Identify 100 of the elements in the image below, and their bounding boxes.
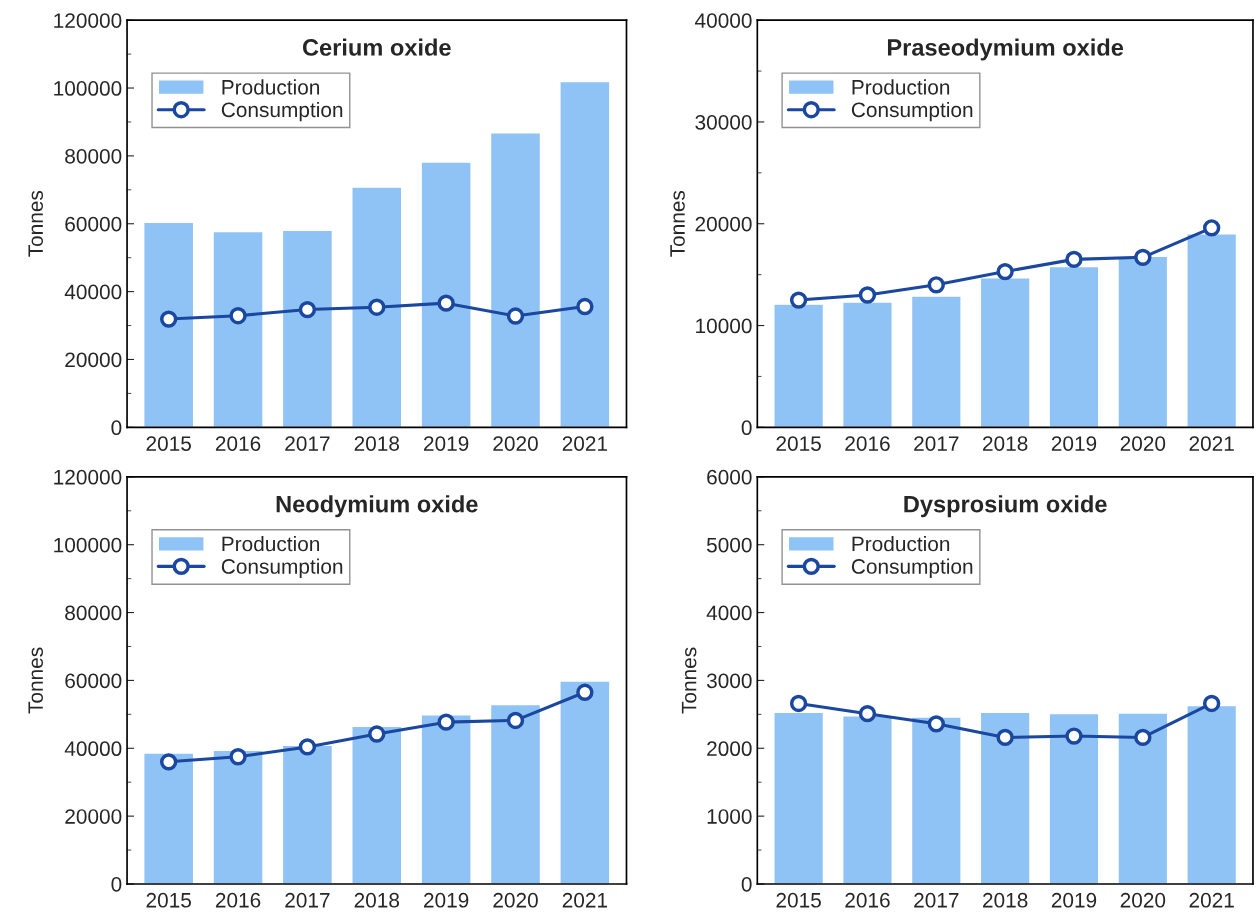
x-tick-label: 2016 (215, 892, 261, 908)
y-axis-title: Tonnes (670, 190, 685, 257)
legend-label: Consumption (851, 101, 973, 122)
bar (489, 132, 542, 428)
point (229, 748, 247, 766)
bar (351, 725, 403, 884)
x-tick-label: 2017 (285, 436, 330, 451)
y-tick-label: 0 (111, 420, 122, 436)
point (996, 728, 1014, 747)
point (159, 310, 178, 328)
x-tick-label: 2021 (1189, 892, 1234, 908)
x-tick-label: 2016 (845, 436, 890, 451)
bar (212, 749, 264, 884)
point (927, 276, 945, 294)
x-tick-label: 2017 (914, 436, 959, 451)
legend-label: Consumption (221, 101, 343, 122)
y-tick-label: 100000 (54, 81, 122, 96)
bar (143, 752, 195, 884)
y-tick-label: 0 (741, 876, 752, 892)
x-tick-label: 2019 (1051, 436, 1097, 451)
legend-label: Production (852, 79, 950, 95)
x-tick-label: 2018 (354, 892, 400, 908)
x-tick-label: 2021 (562, 436, 608, 451)
point (1065, 727, 1083, 745)
y-tick-label: 40000 (64, 741, 122, 757)
bar (143, 221, 195, 428)
y-tick-label: 10000 (696, 318, 752, 334)
point (159, 753, 178, 771)
point (576, 297, 594, 316)
x-tick-label: 2021 (562, 892, 608, 908)
text: Dysprosium oxide (904, 495, 1107, 518)
bar (559, 680, 611, 884)
y-axis-title: Tonnes (28, 647, 44, 714)
y-tick-label: 80000 (65, 605, 122, 621)
point (229, 307, 247, 325)
y-tick-label: 30000 (695, 114, 752, 130)
y-tick-label: 120000 (54, 13, 122, 28)
text: Cerium oxide (302, 38, 451, 56)
x-tick-label: 2020 (1120, 892, 1166, 908)
point (1202, 694, 1221, 713)
y-tick-label: 80000 (65, 148, 122, 164)
bar (489, 703, 542, 884)
y-tick-label: 60000 (65, 216, 122, 232)
y-tick-label: 20000 (695, 216, 752, 232)
y-tick-label: 40000 (695, 13, 752, 28)
text: Praseodymium oxide (887, 38, 1124, 61)
legend-label: Consumption (851, 558, 973, 578)
point (368, 298, 386, 316)
x-tick-label: 2020 (1120, 436, 1166, 451)
point (789, 291, 808, 309)
legend-label: Production (222, 79, 320, 95)
y-tick-label: 2000 (707, 741, 752, 757)
point (506, 307, 525, 325)
y-tick-label: 40000 (64, 284, 122, 300)
y-tick-label: 0 (111, 876, 122, 892)
x-tick-label: 2018 (983, 436, 1028, 451)
y-tick-label: 120000 (54, 469, 122, 485)
point (368, 725, 386, 743)
point (437, 294, 455, 312)
x-tick-label: 2019 (424, 436, 469, 451)
y-axis-title: Tonnes (681, 647, 697, 714)
x-tick-label: 2015 (146, 892, 191, 908)
x-tick-label: 2020 (493, 892, 538, 908)
point (996, 262, 1014, 281)
y-tick-label: 5000 (706, 537, 752, 553)
x-tick-label: 2019 (1051, 892, 1097, 908)
y-tick-label: 3000 (706, 673, 752, 689)
x-tick-label: 2015 (776, 436, 821, 451)
legend-label: Consumption (221, 558, 343, 578)
y-tick-label: 20000 (65, 352, 122, 368)
x-tick-label: 2021 (1189, 436, 1234, 451)
y-tick-label: 60000 (65, 673, 122, 689)
x-tick-label: 2015 (776, 892, 821, 908)
y-tick-label: 4000 (706, 605, 752, 621)
point (789, 694, 808, 713)
point (1202, 219, 1221, 237)
point (576, 683, 594, 701)
legend-label: Production (222, 536, 320, 552)
point (858, 704, 877, 723)
point (927, 715, 945, 733)
x-tick-label: 2018 (983, 892, 1028, 908)
legend-label: Production (852, 536, 950, 552)
y-tick-label: 100000 (54, 537, 122, 553)
x-tick-label: 2017 (285, 892, 330, 908)
y-tick-label: 20000 (65, 809, 122, 824)
point (437, 713, 455, 731)
y-tick-label: 1000 (707, 809, 752, 824)
point (1134, 728, 1152, 747)
text: Neodymium oxide (276, 495, 478, 518)
x-tick-label: 2015 (146, 436, 191, 451)
bar (281, 229, 334, 428)
point (1065, 250, 1083, 269)
x-tick-label: 2018 (354, 436, 400, 451)
x-tick-label: 2020 (493, 436, 538, 451)
point (298, 738, 317, 756)
x-tick-label: 2019 (424, 892, 469, 908)
y-tick-label: 0 (741, 420, 752, 436)
bar (559, 80, 611, 428)
x-tick-label: 2016 (215, 436, 261, 451)
point (298, 300, 317, 319)
